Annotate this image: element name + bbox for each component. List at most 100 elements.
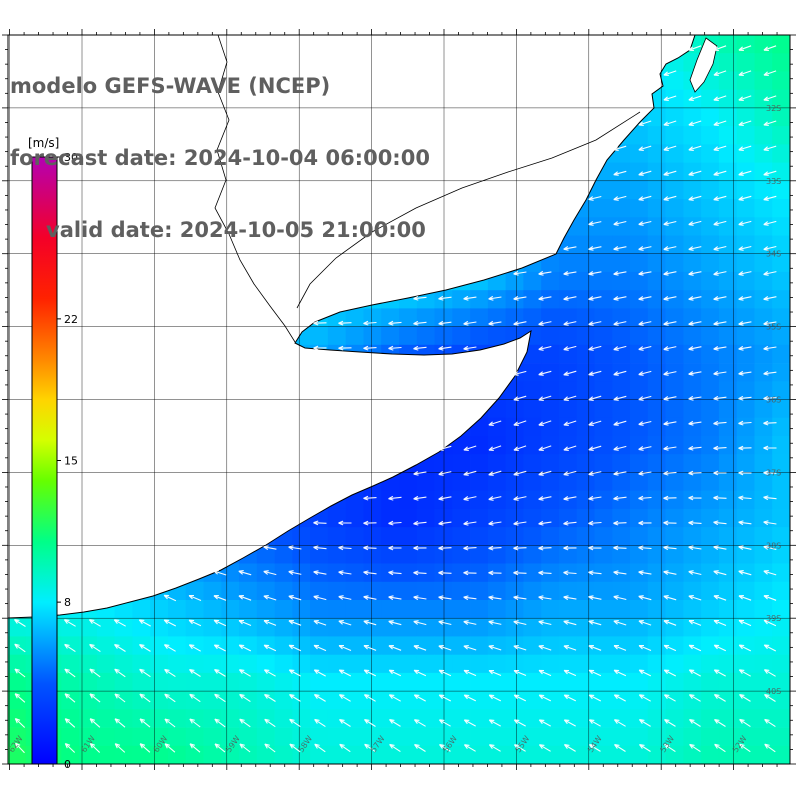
direction-arrow [738,321,752,326]
lat-label: 32S [766,104,781,113]
direction-arrow [388,620,402,626]
direction-arrow [389,719,401,727]
direction-arrow [389,743,401,753]
direction-arrow [338,620,352,626]
lat-label: 34S [766,250,781,259]
direction-arrow [513,694,527,702]
direction-arrow [613,420,627,426]
direction-arrow [713,346,727,351]
direction-arrow [139,718,151,728]
direction-arrow [638,669,652,677]
direction-arrow [139,644,151,652]
direction-arrow [713,470,727,476]
direction-arrow [114,743,126,753]
direction-arrow [563,395,577,401]
direction-arrow [363,545,377,551]
direction-arrow [239,743,251,753]
direction-arrow [538,620,552,626]
direction-arrow [738,271,752,276]
direction-arrow [338,320,352,326]
direction-arrow [713,495,727,501]
direction-arrow [88,619,101,627]
direction-arrow [339,718,351,727]
direction-arrow [713,245,727,251]
forecast-date-line: forecast date: 2024-10-04 06:00:00 [10,146,430,170]
model-title: modelo GEFS-WAVE (NCEP) [10,74,331,98]
direction-arrow [338,520,352,526]
direction-arrow [688,246,702,251]
direction-arrow [613,495,627,501]
direction-arrow [289,694,301,702]
direction-arrow [164,743,176,753]
direction-arrow [338,669,352,677]
direction-arrow [513,570,527,576]
valid-date-line: valid date: 2024-10-05 21:00:00 [46,218,426,242]
colorbar-tick-label: 30 [64,151,78,164]
direction-arrow [588,620,602,626]
direction-arrow [563,719,576,727]
direction-arrow [763,320,777,326]
direction-arrow [663,495,677,501]
direction-arrow [138,619,151,627]
direction-arrow [588,570,602,576]
direction-arrow [513,420,527,426]
direction-arrow [738,70,752,76]
lat-label: 33S [766,177,781,186]
direction-arrow [563,246,577,251]
direction-arrow [613,321,627,326]
direction-arrow [638,495,652,501]
direction-arrow [613,145,627,151]
direction-arrow [488,470,502,476]
direction-arrow [663,170,677,176]
direction-arrow [738,420,752,426]
direction-arrow [638,545,652,551]
direction-arrow [388,495,402,501]
direction-arrow [663,271,677,276]
direction-arrow [688,346,702,351]
direction-arrow [738,644,752,652]
direction-arrow [289,718,301,728]
direction-arrow [663,296,677,301]
direction-arrow [239,718,251,728]
direction-arrow [588,221,602,226]
direction-arrow [713,520,727,526]
direction-arrow [763,644,777,652]
direction-arrow [738,595,752,601]
direction-arrow [413,669,427,677]
direction-arrow [688,644,702,652]
direction-arrow [738,395,752,401]
direction-arrow [189,743,201,753]
direction-arrow [613,694,626,702]
direction-arrow [739,718,751,728]
direction-arrow [713,321,727,326]
direction-arrow [363,669,377,677]
direction-arrow [538,545,552,551]
direction-arrow [288,570,302,575]
direction-arrow [638,271,652,276]
direction-arrow [288,545,302,551]
direction-arrow [438,295,452,301]
river-line [296,111,641,309]
direction-arrow [638,719,651,727]
direction-arrow [588,195,602,201]
direction-arrow [613,644,627,651]
direction-arrow [189,718,201,728]
direction-arrow [763,170,777,176]
direction-arrow [663,694,676,702]
direction-arrow [538,645,552,651]
direction-arrow [264,743,276,753]
direction-arrow [663,396,677,401]
direction-arrow [763,570,777,576]
direction-arrow [488,595,502,601]
direction-arrow [663,321,677,326]
direction-arrow [363,495,377,501]
colorbar: [m/s] 30 22 15 8 0 [28,136,78,771]
direction-arrow [538,719,551,727]
direction-arrow [463,320,477,326]
direction-arrow [338,570,352,576]
direction-arrow [413,471,427,476]
direction-arrow [163,619,177,627]
direction-arrow [438,669,452,677]
direction-arrow [763,420,777,426]
direction-arrow [413,345,427,351]
